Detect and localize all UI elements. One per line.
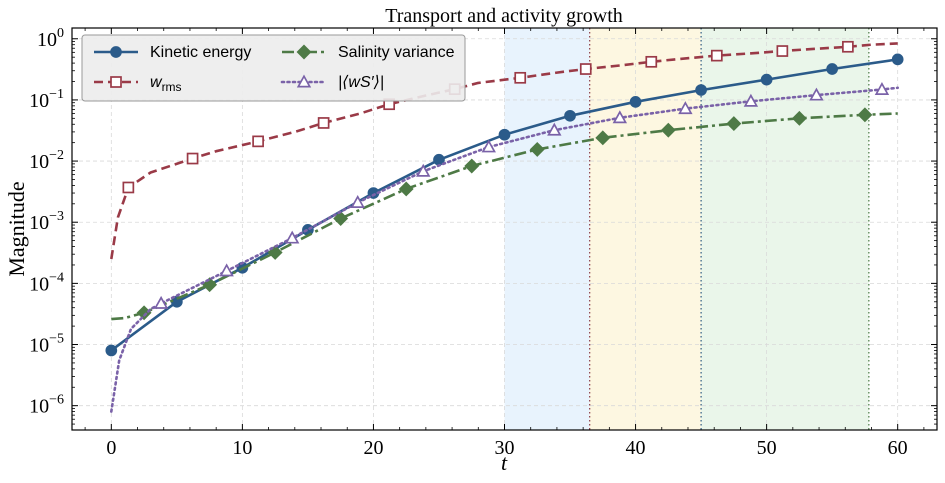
y-tick-label: 10−3 [29, 209, 64, 234]
data-point [105, 344, 118, 357]
series-4 [110, 82, 899, 413]
y-tick-label: 10−5 [29, 332, 64, 357]
data-point [612, 110, 628, 124]
data-point [398, 181, 414, 197]
y-axis-label: Magnitude [4, 181, 29, 276]
data-point [219, 263, 234, 277]
y-tick-label: 10−2 [29, 148, 64, 173]
data-point [726, 116, 742, 132]
data-point [891, 53, 904, 66]
data-point [317, 117, 330, 129]
shaded-region-1 [504, 28, 590, 430]
data-point [629, 95, 642, 108]
x-tick-label: 10 [232, 437, 252, 459]
data-point [498, 128, 511, 141]
data-point [809, 87, 824, 101]
data-point [857, 107, 873, 123]
data-point [874, 82, 890, 95]
legend-label: |⟨wS′⟩| [338, 74, 384, 91]
legend-label: wrms [150, 74, 182, 94]
data-point [760, 73, 773, 86]
legend-entry: |⟨wS′⟩| [280, 74, 384, 91]
x-tick-label: 30 [495, 437, 515, 459]
series-layer [105, 28, 904, 430]
legend-box [81, 34, 466, 102]
series-line [110, 42, 898, 260]
data-point [695, 84, 707, 96]
x-tick-label: 60 [888, 437, 908, 459]
x-axis-label: t [501, 450, 508, 475]
x-tick-label: 40 [626, 437, 646, 459]
data-point [579, 63, 592, 75]
axes: 0 10 20 30 40 50 60 10−6 10−5 10−4 10−3 10−2 10−1 100 [29, 26, 937, 459]
series-2 [110, 40, 898, 260]
data-point [776, 45, 789, 57]
legend-marker [296, 74, 312, 88]
data-point [842, 40, 854, 53]
data-point [678, 101, 693, 115]
data-point [595, 130, 611, 146]
x-tick-label: 50 [757, 437, 777, 459]
data-point [710, 49, 723, 62]
shaded-region-3 [701, 28, 869, 430]
legend-marker [296, 44, 312, 60]
y-tick-label: 10−4 [29, 270, 64, 295]
plot-background [504, 28, 869, 430]
data-point [333, 211, 349, 226]
shaded-region-2 [589, 28, 702, 430]
data-point [514, 71, 527, 84]
data-point [645, 55, 658, 68]
legend-marker [110, 76, 122, 88]
data-point [252, 135, 264, 148]
data-point [547, 122, 562, 136]
data-point [564, 109, 576, 122]
data-point [416, 163, 431, 177]
legend-marker [110, 46, 122, 58]
data-point [186, 152, 199, 165]
data-point [481, 139, 496, 153]
data-point [284, 230, 300, 244]
y-tick-label: 10−1 [29, 87, 64, 112]
series-1 [105, 53, 904, 357]
data-point [153, 295, 169, 309]
x-tick-label: 0 [106, 437, 116, 459]
series-3 [111, 107, 898, 321]
x-tick-label: 20 [363, 437, 383, 459]
data-point [791, 110, 807, 126]
legend-entry: Kinetic energy [94, 44, 251, 61]
data-point [826, 63, 839, 75]
y-tick-label: 10−6 [29, 393, 64, 418]
data-point [136, 305, 152, 321]
legend-entry: Salinity variance [282, 44, 455, 61]
data-point [464, 158, 480, 174]
data-point [529, 141, 545, 157]
data-point [122, 181, 135, 194]
chart-title: Transport and activity growth [385, 5, 623, 27]
data-point [743, 93, 759, 107]
data-point [350, 195, 365, 208]
legend-label: Salinity variance [338, 44, 455, 61]
y-tick-label: 100 [37, 26, 64, 51]
legend: Kinetic energy Salinity variance wrms |⟨wS′… [81, 34, 466, 102]
data-point [202, 277, 218, 293]
legend-label: Kinetic energy [150, 44, 251, 61]
legend-entry: wrms [94, 74, 182, 94]
data-point [660, 122, 676, 138]
